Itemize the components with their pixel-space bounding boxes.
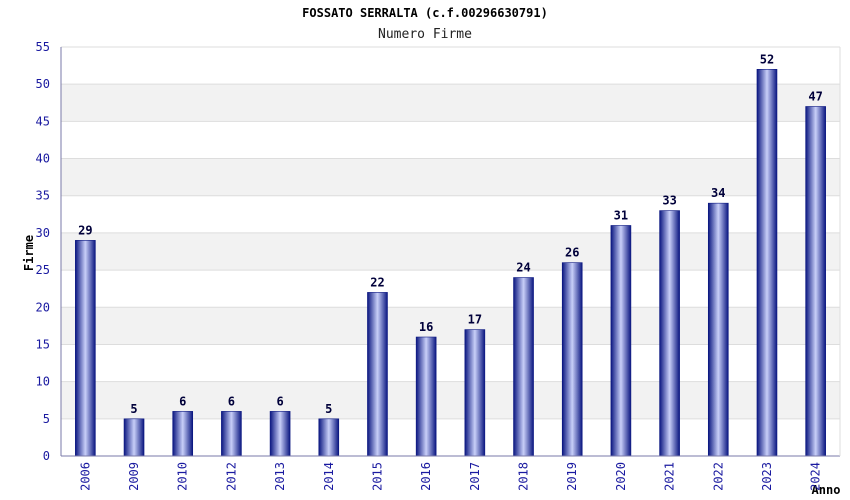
y-tick-label: 10 xyxy=(36,375,50,389)
data-label: 16 xyxy=(419,320,433,334)
bar xyxy=(367,292,388,457)
x-tick-label: 2022 xyxy=(711,462,725,491)
x-axis-ticks: 2006 2009 2010 2012 2013 2014 2015 2016 2017 2018… xyxy=(78,462,822,491)
chart-title: FOSSATO SERRALTA (c.f.00296630791) xyxy=(302,6,548,20)
bar xyxy=(659,210,680,457)
data-label: 31 xyxy=(614,208,628,222)
x-tick-label: 2023 xyxy=(760,462,774,491)
bar-series xyxy=(75,69,826,457)
x-tick-label: 2020 xyxy=(614,462,628,491)
data-label: 34 xyxy=(711,186,725,200)
x-tick-label: 2017 xyxy=(468,462,482,491)
data-label: 29 xyxy=(78,223,92,237)
data-label: 6 xyxy=(179,394,186,408)
x-tick-label: 2018 xyxy=(517,462,531,491)
x-tick-label: 2010 xyxy=(176,462,190,491)
x-tick-label: 2006 xyxy=(78,462,92,491)
data-labels: 29 5 6 6 6 5 22 16 17 24 26 31 33 34 52 47 xyxy=(78,52,823,416)
bar xyxy=(415,336,437,457)
plot-band xyxy=(61,47,840,85)
data-label: 26 xyxy=(565,246,579,260)
x-tick-label: 2019 xyxy=(565,462,579,491)
x-tick-label: 2021 xyxy=(663,462,677,491)
x-tick-label: 2024 xyxy=(809,462,823,491)
y-tick-label: 45 xyxy=(36,114,50,128)
x-tick-label: 2014 xyxy=(322,462,336,491)
bar xyxy=(221,411,242,457)
bar xyxy=(172,411,194,457)
y-tick-label: 40 xyxy=(36,152,50,166)
x-axis-label: Anno xyxy=(812,483,841,497)
y-tick-label: 5 xyxy=(43,412,50,426)
y-tick-label: 30 xyxy=(36,226,50,240)
data-label: 5 xyxy=(325,402,332,416)
y-tick-label: 25 xyxy=(36,263,50,277)
data-label: 22 xyxy=(370,275,384,289)
data-label: 52 xyxy=(760,52,774,66)
data-label: 6 xyxy=(276,394,283,408)
plot-band xyxy=(61,121,840,159)
data-label: 5 xyxy=(130,402,137,416)
axes xyxy=(60,47,841,457)
bar xyxy=(707,202,729,457)
bar xyxy=(756,69,778,457)
x-tick-label: 2016 xyxy=(419,462,433,491)
bar xyxy=(610,225,632,457)
data-label: 6 xyxy=(228,394,235,408)
y-tick-label: 20 xyxy=(36,300,50,314)
plot-band xyxy=(61,84,840,122)
y-axis-label: Firme xyxy=(22,235,36,271)
bar xyxy=(513,277,534,457)
y-tick-label: 15 xyxy=(36,337,50,351)
x-tick-label: 2015 xyxy=(370,462,384,491)
y-axis-ticks: 0 5 10 15 20 25 30 35 40 45 50 55 xyxy=(36,40,50,463)
y-tick-label: 0 xyxy=(43,449,50,463)
bar xyxy=(75,240,96,457)
y-tick-label: 55 xyxy=(36,40,50,54)
bar xyxy=(561,262,583,457)
bar xyxy=(805,106,826,457)
bar xyxy=(464,329,486,457)
bar xyxy=(269,411,291,457)
data-label: 24 xyxy=(516,261,530,275)
y-tick-label: 50 xyxy=(36,77,50,91)
x-tick-label: 2013 xyxy=(273,462,287,491)
bar xyxy=(123,418,145,457)
y-tick-label: 35 xyxy=(36,189,50,203)
x-tick-label: 2012 xyxy=(224,462,238,491)
chart-subtitle: Numero Firme xyxy=(378,27,472,42)
plot-band xyxy=(61,158,840,196)
x-tick-label: 2009 xyxy=(127,462,141,491)
data-label: 47 xyxy=(808,89,822,103)
data-label: 17 xyxy=(468,313,482,327)
data-label: 33 xyxy=(662,194,676,208)
bar xyxy=(318,418,340,457)
